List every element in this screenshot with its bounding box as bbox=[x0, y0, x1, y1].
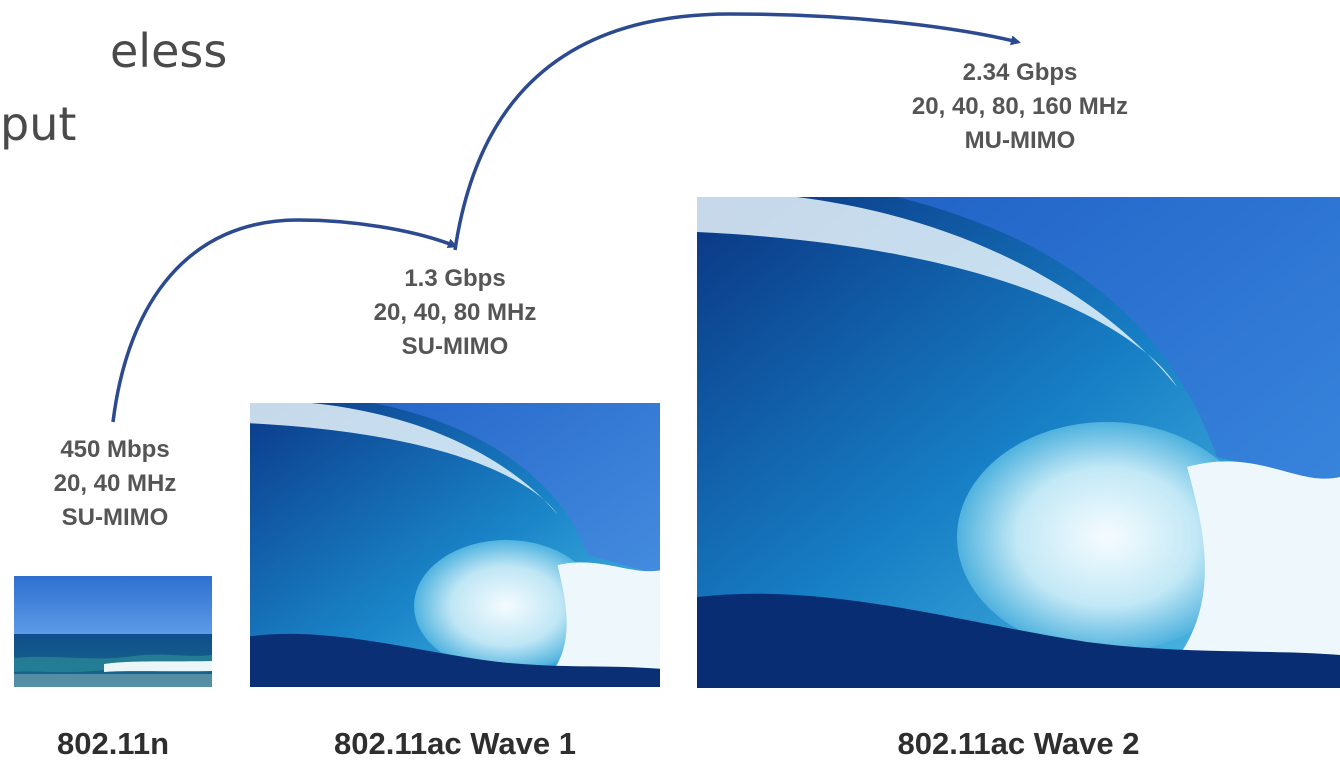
tier-2-channels: 20, 40, 80 MHz bbox=[373, 299, 537, 326]
title-line-1: eless bbox=[110, 24, 228, 78]
tier-3-stats: 2.34 Gbps 20, 40, 80, 160 MHz MU-MIMO bbox=[860, 56, 1180, 158]
breaking-wave-photo bbox=[250, 403, 660, 687]
tier-3-speed: 2.34 Gbps bbox=[962, 59, 1078, 86]
tier-1-channels: 20, 40 MHz bbox=[53, 470, 177, 497]
tier-1-speed: 450 Mbps bbox=[60, 436, 170, 463]
tier-2-caption: 802.11ac Wave 1 bbox=[334, 726, 576, 761]
tier-3-caption: 802.11ac Wave 2 bbox=[897, 726, 1140, 761]
tier-3-channels: 20, 40, 80, 160 MHz bbox=[911, 93, 1129, 120]
tier-1-caption: 802.11n bbox=[56, 726, 170, 761]
arrow-2-to-3 bbox=[453, 12, 1021, 251]
tier-1-stats: 450 Mbps 20, 40 MHz SU-MIMO bbox=[20, 433, 210, 535]
tier-3-mimo: MU-MIMO bbox=[964, 127, 1076, 154]
tier-2-mimo: SU-MIMO bbox=[401, 333, 509, 360]
tier-2-speed: 1.3 Gbps bbox=[404, 265, 506, 292]
calm-ocean-photo bbox=[14, 576, 212, 687]
arrow-1-to-2 bbox=[111, 218, 458, 423]
tier-2-stats: 1.3 Gbps 20, 40, 80 MHz SU-MIMO bbox=[320, 262, 590, 364]
title-line-2: put bbox=[0, 97, 77, 151]
large-breaking-wave-photo bbox=[697, 197, 1340, 688]
tier-1-mimo: SU-MIMO bbox=[61, 504, 169, 531]
